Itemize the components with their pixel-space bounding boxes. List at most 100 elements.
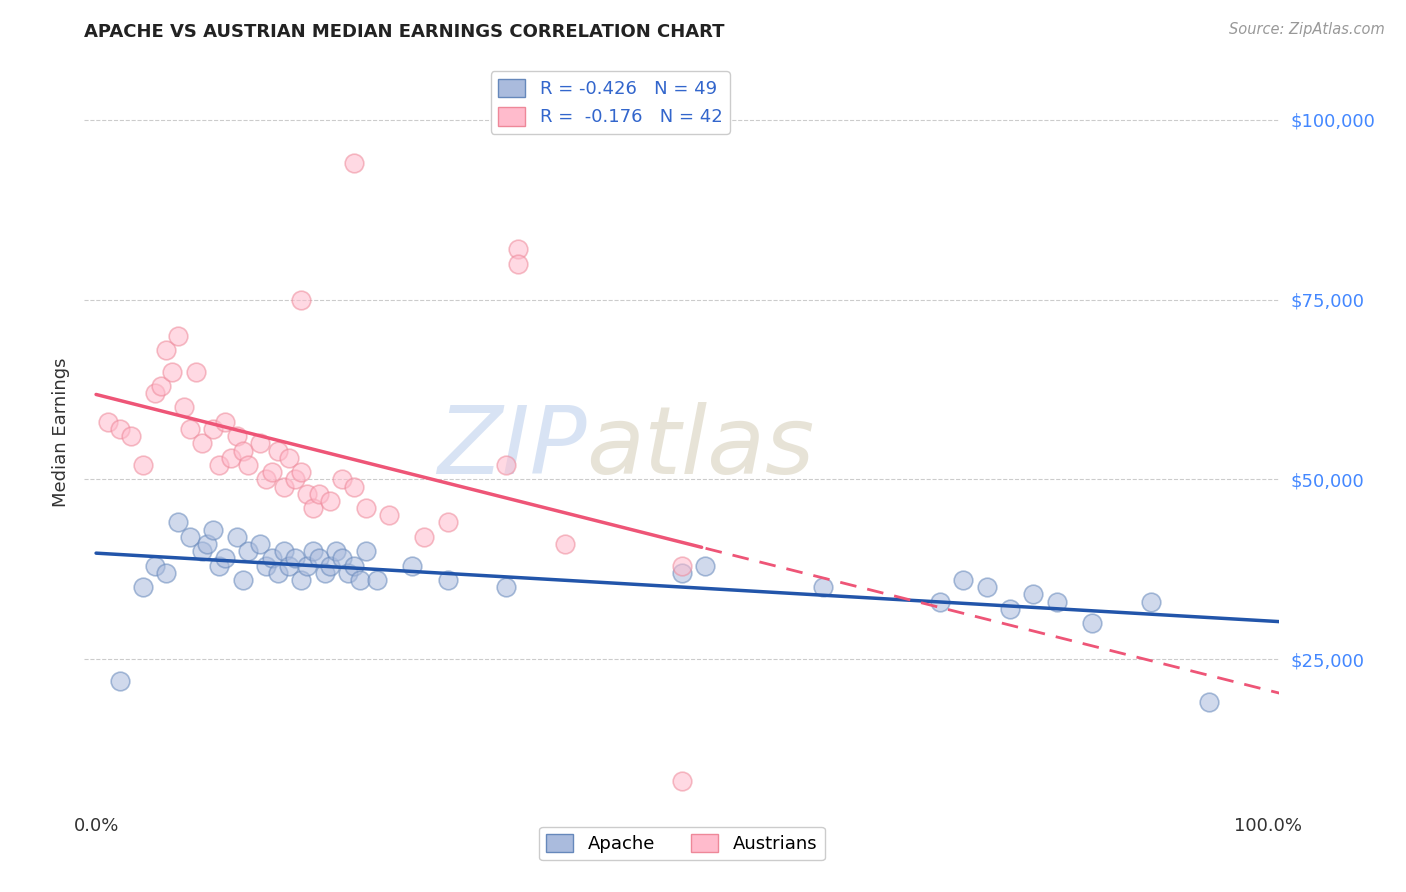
Point	[267, 443, 290, 458]
Point	[349, 573, 371, 587]
Point	[155, 566, 177, 580]
Point	[167, 328, 190, 343]
Point	[354, 544, 377, 558]
Point	[143, 386, 166, 401]
Point	[284, 551, 307, 566]
Text: Source: ZipAtlas.com: Source: ZipAtlas.com	[1229, 22, 1385, 37]
Point	[354, 501, 377, 516]
Point	[343, 156, 366, 170]
Text: atlas: atlas	[586, 402, 814, 493]
Point	[278, 558, 301, 573]
Point	[260, 551, 283, 566]
Point	[976, 580, 998, 594]
Point	[290, 573, 312, 587]
Legend: Apache, Austrians: Apache, Austrians	[538, 827, 825, 861]
Point	[319, 558, 342, 573]
Point	[273, 479, 295, 493]
Point	[202, 523, 225, 537]
Point	[231, 443, 254, 458]
Point	[928, 594, 950, 608]
Point	[436, 516, 458, 530]
Point	[278, 450, 301, 465]
Point	[495, 458, 517, 472]
Point	[671, 774, 693, 789]
Point	[554, 537, 576, 551]
Point	[225, 429, 247, 443]
Point	[1081, 616, 1104, 631]
Point	[290, 293, 312, 307]
Point	[214, 551, 236, 566]
Point	[314, 566, 336, 580]
Point	[366, 573, 388, 587]
Point	[401, 558, 423, 573]
Point	[108, 422, 131, 436]
Point	[143, 558, 166, 573]
Point	[413, 530, 436, 544]
Point	[337, 566, 360, 580]
Point	[319, 494, 342, 508]
Point	[208, 558, 231, 573]
Point	[811, 580, 834, 594]
Point	[671, 566, 693, 580]
Point	[436, 573, 458, 587]
Point	[330, 472, 353, 486]
Point	[249, 436, 271, 450]
Point	[249, 537, 271, 551]
Point	[998, 601, 1021, 615]
Point	[184, 365, 207, 379]
Point	[254, 558, 277, 573]
Point	[162, 365, 183, 379]
Point	[378, 508, 401, 523]
Point	[295, 558, 318, 573]
Point	[1046, 594, 1069, 608]
Point	[952, 573, 974, 587]
Point	[284, 472, 307, 486]
Point	[290, 465, 312, 479]
Point	[197, 537, 219, 551]
Point	[149, 379, 172, 393]
Point	[190, 436, 212, 450]
Point	[1139, 594, 1161, 608]
Point	[1198, 695, 1220, 709]
Point	[254, 472, 277, 486]
Text: ZIP: ZIP	[437, 402, 586, 493]
Point	[167, 516, 190, 530]
Point	[302, 501, 325, 516]
Point	[179, 422, 201, 436]
Point	[506, 243, 529, 257]
Point	[120, 429, 142, 443]
Point	[179, 530, 201, 544]
Point	[225, 530, 247, 544]
Point	[219, 450, 242, 465]
Point	[238, 544, 260, 558]
Point	[231, 573, 254, 587]
Point	[343, 558, 366, 573]
Point	[695, 558, 717, 573]
Point	[302, 544, 325, 558]
Point	[173, 401, 195, 415]
Point	[97, 415, 120, 429]
Point	[1022, 587, 1045, 601]
Point	[343, 479, 366, 493]
Point	[260, 465, 283, 479]
Point	[132, 580, 155, 594]
Point	[506, 257, 529, 271]
Point	[108, 673, 131, 688]
Point	[308, 486, 330, 500]
Point	[214, 415, 236, 429]
Point	[155, 343, 177, 357]
Point	[132, 458, 155, 472]
Y-axis label: Median Earnings: Median Earnings	[52, 358, 70, 508]
Text: APACHE VS AUSTRIAN MEDIAN EARNINGS CORRELATION CHART: APACHE VS AUSTRIAN MEDIAN EARNINGS CORRE…	[84, 23, 725, 41]
Point	[273, 544, 295, 558]
Point	[208, 458, 231, 472]
Point	[295, 486, 318, 500]
Point	[671, 558, 693, 573]
Point	[267, 566, 290, 580]
Point	[202, 422, 225, 436]
Point	[325, 544, 347, 558]
Point	[495, 580, 517, 594]
Point	[190, 544, 212, 558]
Point	[308, 551, 330, 566]
Point	[330, 551, 353, 566]
